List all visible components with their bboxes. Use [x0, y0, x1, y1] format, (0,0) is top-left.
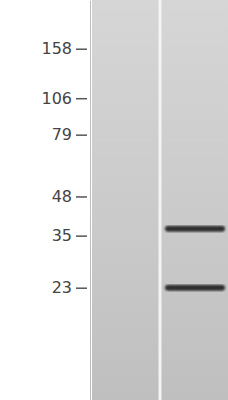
tick: 79: [52, 125, 87, 144]
tick-mark: [76, 196, 87, 198]
tick: 48: [52, 187, 87, 206]
tick-label: 23: [52, 278, 72, 297]
band: [165, 226, 225, 232]
tick: 35: [52, 226, 87, 245]
tick-label: 48: [52, 187, 72, 206]
axis-line: [90, 1, 91, 400]
tick-mark: [76, 48, 87, 50]
tick-mark: [76, 134, 87, 136]
tick-label: 79: [52, 125, 72, 144]
tick: 23: [52, 278, 87, 297]
tick-label: 106: [41, 89, 72, 108]
lane-divider: [159, 0, 162, 400]
bands: [165, 226, 225, 291]
tick-mark: [76, 98, 87, 100]
lane: [160, 0, 228, 400]
band: [165, 285, 225, 291]
tick: 158: [41, 39, 87, 58]
lane: [92, 0, 160, 400]
tick-mark: [76, 287, 87, 289]
lanes: [92, 0, 228, 400]
tick-label: 35: [52, 226, 72, 245]
y-axis: 158 106 79 48 35 23: [41, 1, 90, 400]
tick: 106: [41, 89, 87, 108]
figure: 158 106 79 48 35 23: [0, 0, 228, 400]
tick-label: 158: [41, 39, 72, 58]
tick-mark: [76, 235, 87, 237]
